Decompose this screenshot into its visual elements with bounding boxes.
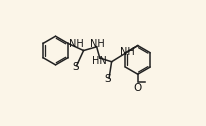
Text: HN: HN: [91, 56, 106, 66]
Text: S: S: [73, 62, 79, 72]
Text: S: S: [104, 74, 111, 84]
Text: NH: NH: [119, 47, 134, 57]
Text: NH: NH: [69, 39, 83, 49]
Text: NH: NH: [89, 39, 104, 49]
Text: O: O: [133, 83, 141, 93]
